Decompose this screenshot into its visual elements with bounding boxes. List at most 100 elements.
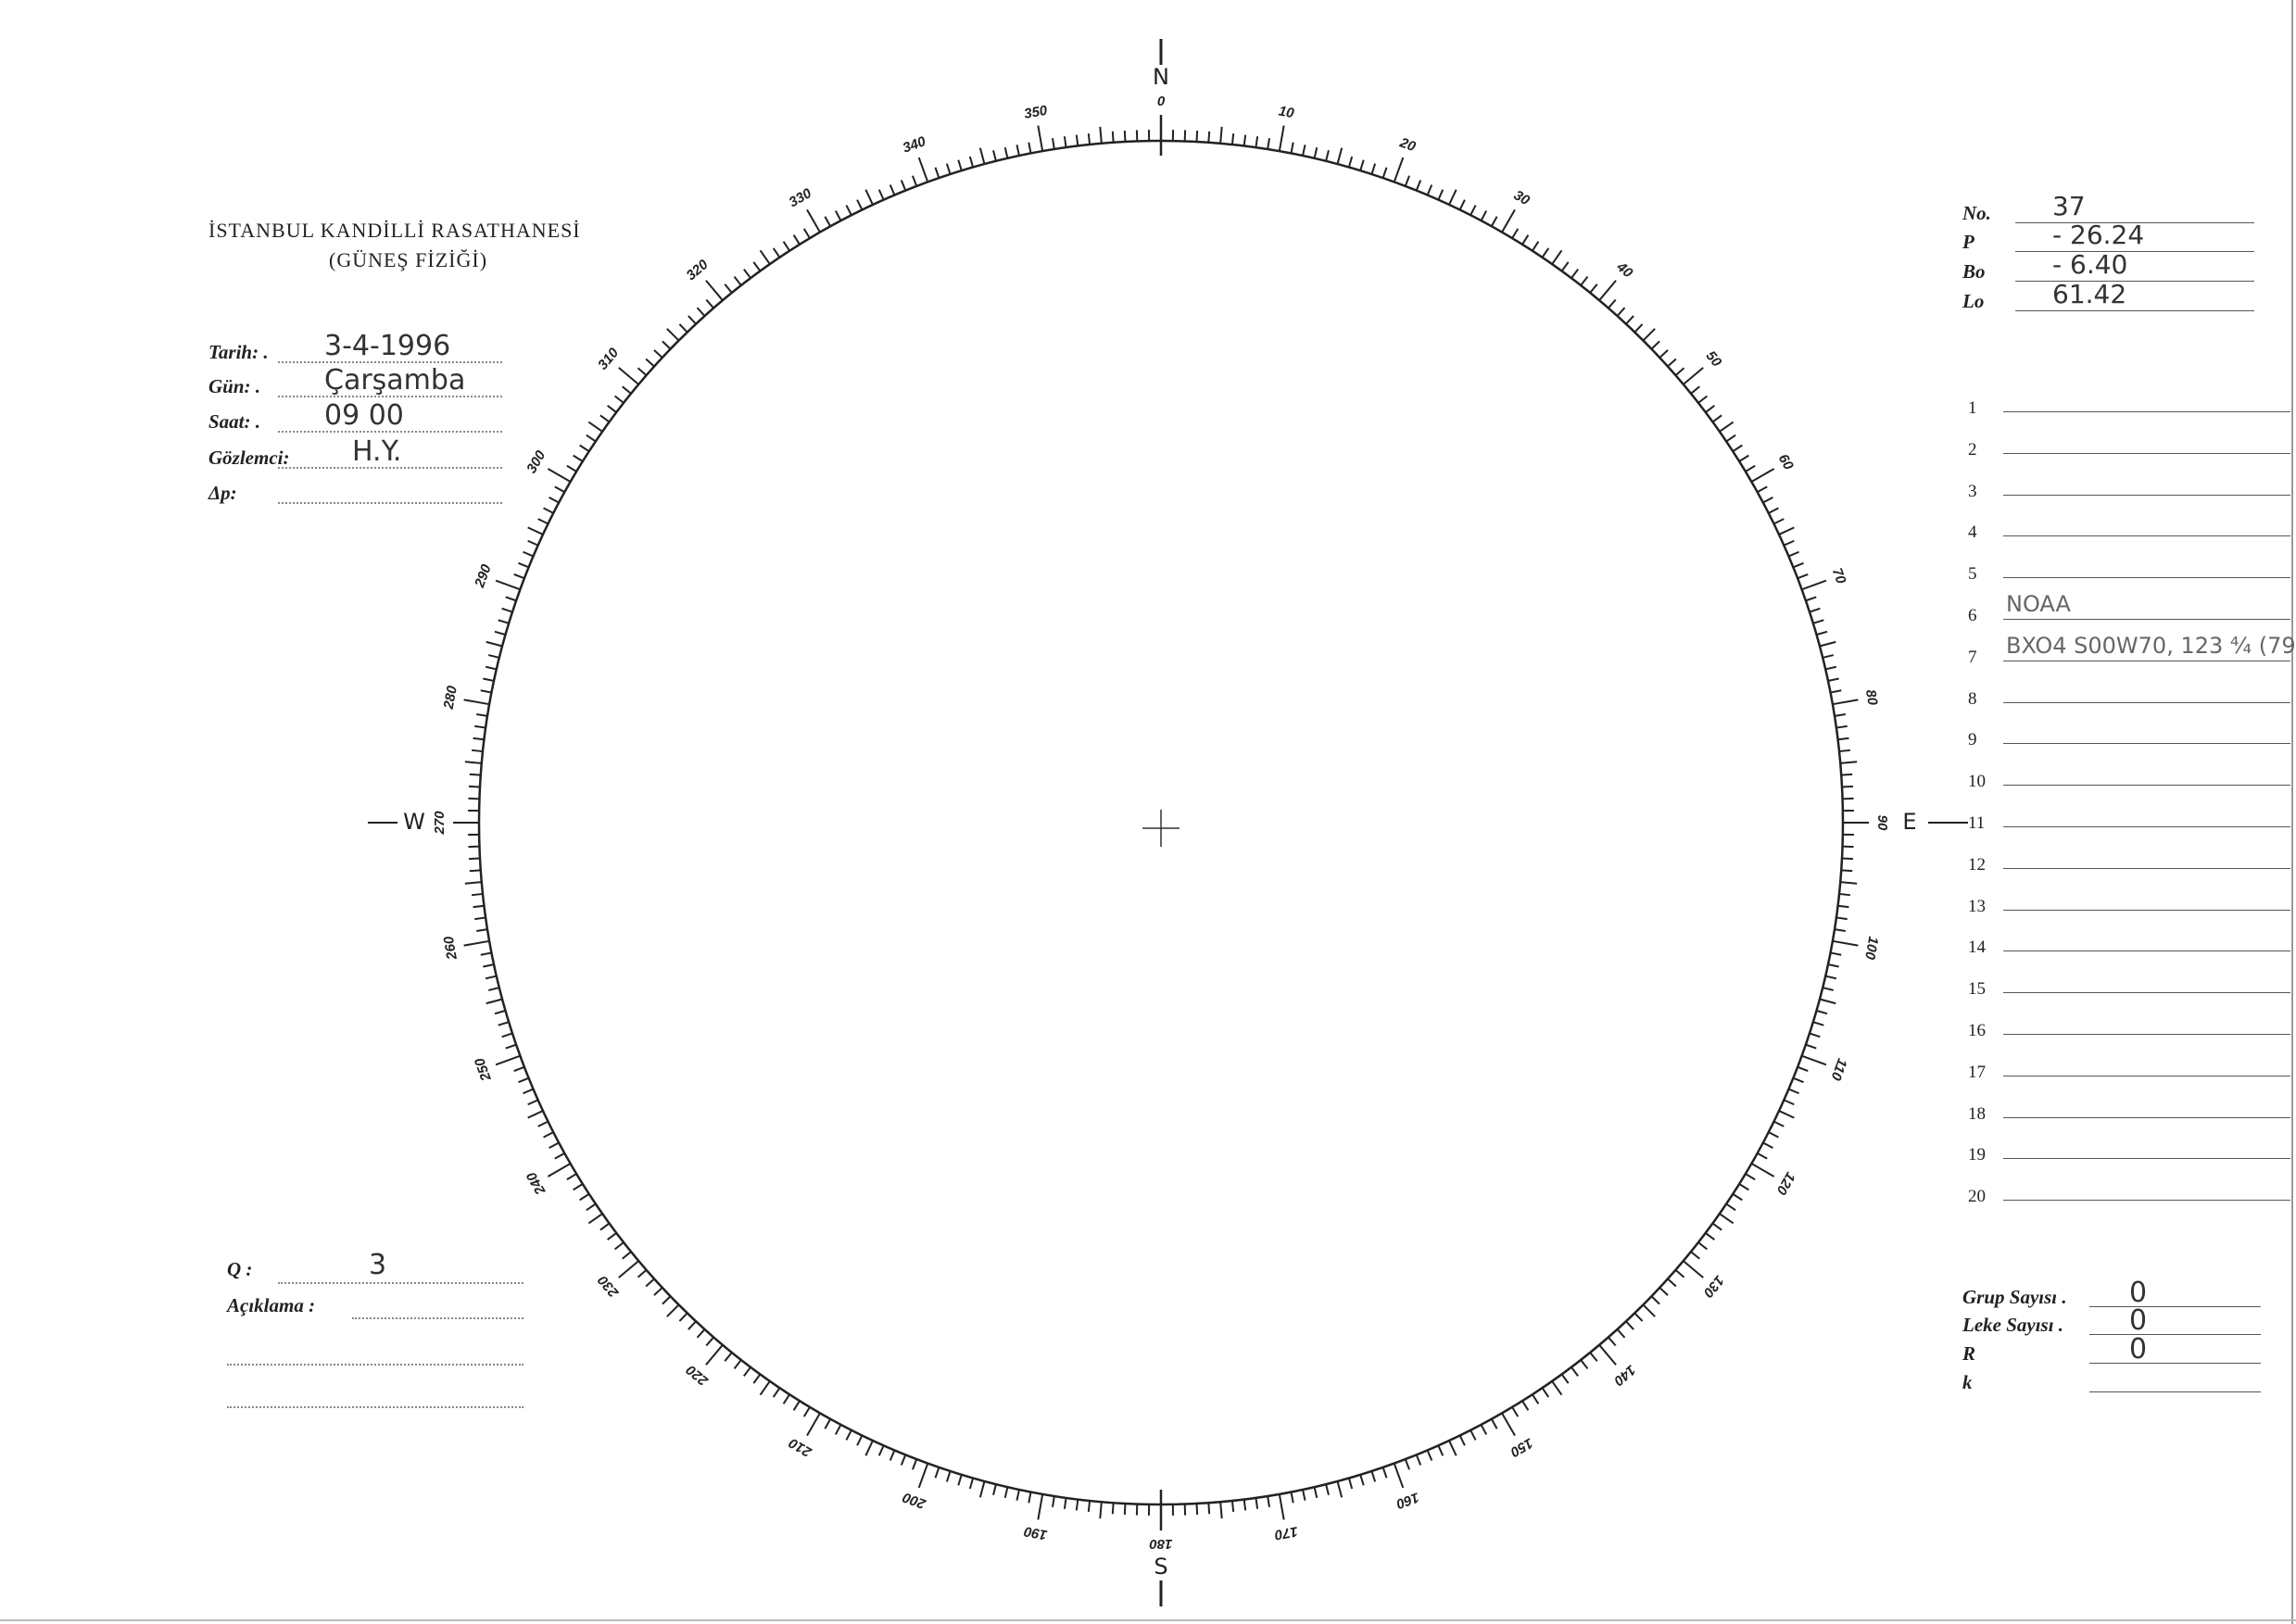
scale-tick (992, 1483, 997, 1496)
count-value[interactable]: 0 (2129, 1277, 2148, 1309)
note-line (2003, 411, 2290, 412)
scale-tick (486, 640, 503, 648)
scale-tick (1404, 1458, 1410, 1470)
scale-tick (1762, 1141, 1773, 1150)
scale-tick (1589, 1352, 1598, 1362)
scale-tick (1783, 539, 1795, 547)
scale-label: 20 (1397, 134, 1419, 155)
scale-tick (645, 358, 655, 368)
param-value[interactable]: - 26.24 (2052, 220, 2145, 250)
field-value[interactable]: 3-4-1996 (324, 330, 451, 362)
note-text[interactable]: BXO4 S00W70, 123 ⁴⁄₄ (7955) (2006, 632, 2296, 659)
scale-tick (1313, 146, 1318, 159)
north-marker: N (1153, 64, 1169, 90)
scale-tick (618, 1260, 639, 1278)
scale-tick (1750, 468, 1775, 483)
remarks-line-3 (227, 1406, 524, 1408)
scale-tick (476, 712, 488, 717)
scale-label: 30 (1511, 187, 1533, 208)
param-value[interactable]: 37 (2052, 191, 2086, 221)
scale-label: 40 (1613, 258, 1636, 282)
scale-tick (1616, 307, 1626, 317)
scale-tick (1003, 146, 1009, 159)
scale-tick (483, 963, 495, 968)
scale-tick (957, 159, 963, 171)
scale-tick (1816, 630, 1828, 636)
scale-tick (1827, 963, 1839, 968)
note-number: 20 (1968, 1187, 1986, 1207)
scale-tick (1560, 1373, 1570, 1384)
scale-tick (554, 485, 565, 494)
note-number: 10 (1968, 772, 1986, 792)
scale-tick (1075, 1499, 1079, 1511)
count-value[interactable]: 0 (2129, 1333, 2148, 1366)
field-value[interactable]: Çarşamba (324, 364, 466, 397)
scale-tick (1762, 496, 1773, 504)
scale-tick (1824, 665, 1837, 671)
scale-tick (653, 1287, 663, 1296)
scale-label: 130 (1699, 1272, 1727, 1301)
scale-tick (1230, 1500, 1235, 1513)
scale-tick (599, 414, 611, 423)
field-value[interactable]: H.Y. (352, 435, 402, 468)
scale-tick (1325, 1483, 1330, 1496)
field-line (278, 502, 502, 504)
scale-tick (1448, 189, 1457, 206)
param-label: Bo (1962, 260, 1986, 283)
scale-tick (1470, 205, 1477, 216)
scale-tick (1824, 975, 1837, 980)
scale-tick (1426, 184, 1433, 195)
count-line (2089, 1363, 2261, 1364)
scale-tick (1797, 573, 1809, 580)
scale-tick (483, 677, 495, 682)
note-text[interactable]: NOAA (2006, 591, 2071, 617)
scale-tick (1819, 998, 1836, 1005)
scale-tick (1837, 736, 1849, 741)
note-number: 12 (1968, 854, 1986, 875)
scale-tick (1608, 298, 1617, 309)
scale-tick (772, 1387, 781, 1398)
scale-label: 240 (524, 1169, 549, 1199)
scale-tick (527, 1110, 544, 1119)
scale-tick (622, 385, 632, 395)
scale-tick (463, 699, 490, 706)
scale-tick (845, 1429, 852, 1441)
count-label: Leke Sayısı . (1962, 1314, 2064, 1336)
scale-tick (494, 630, 506, 636)
scale-tick (469, 773, 481, 776)
scale-tick (637, 1269, 648, 1278)
scale-tick (1667, 358, 1677, 368)
scale-tick (1501, 1412, 1516, 1437)
param-value[interactable]: - 6.40 (2052, 249, 2128, 280)
scale-tick (587, 421, 603, 433)
note-line (2003, 494, 2290, 496)
scale-tick (464, 761, 482, 764)
scale-tick (513, 1065, 525, 1072)
scale-tick (1437, 1444, 1444, 1456)
count-label: k (1962, 1371, 1973, 1393)
scale-tick (1381, 1467, 1388, 1479)
note-number: 6 (1968, 606, 1977, 625)
scale-tick (688, 315, 697, 325)
scale-tick (696, 307, 706, 317)
scale-tick (743, 269, 751, 279)
scale-tick (1580, 275, 1589, 286)
field-value[interactable]: 09 00 (324, 399, 404, 432)
quality-value[interactable]: 3 (369, 1249, 387, 1281)
scale-tick (1822, 987, 1835, 991)
scale-tick (1738, 1183, 1749, 1191)
scale-tick (1634, 1312, 1644, 1322)
scale-label: 170 (1273, 1523, 1299, 1542)
scale-tick (586, 434, 597, 443)
scale-tick (480, 951, 492, 956)
scale-tick (1511, 1406, 1520, 1417)
scale-label: 280 (441, 684, 460, 711)
count-value[interactable]: 0 (2129, 1304, 2148, 1337)
scale-tick (1830, 951, 1842, 956)
scale-tick (688, 1320, 697, 1330)
scale-label: 120 (1772, 1169, 1798, 1198)
scale-tick (1697, 1241, 1709, 1251)
param-value[interactable]: 61.42 (2052, 279, 2127, 309)
scale-tick (705, 1336, 714, 1347)
scale-tick (1243, 134, 1247, 146)
